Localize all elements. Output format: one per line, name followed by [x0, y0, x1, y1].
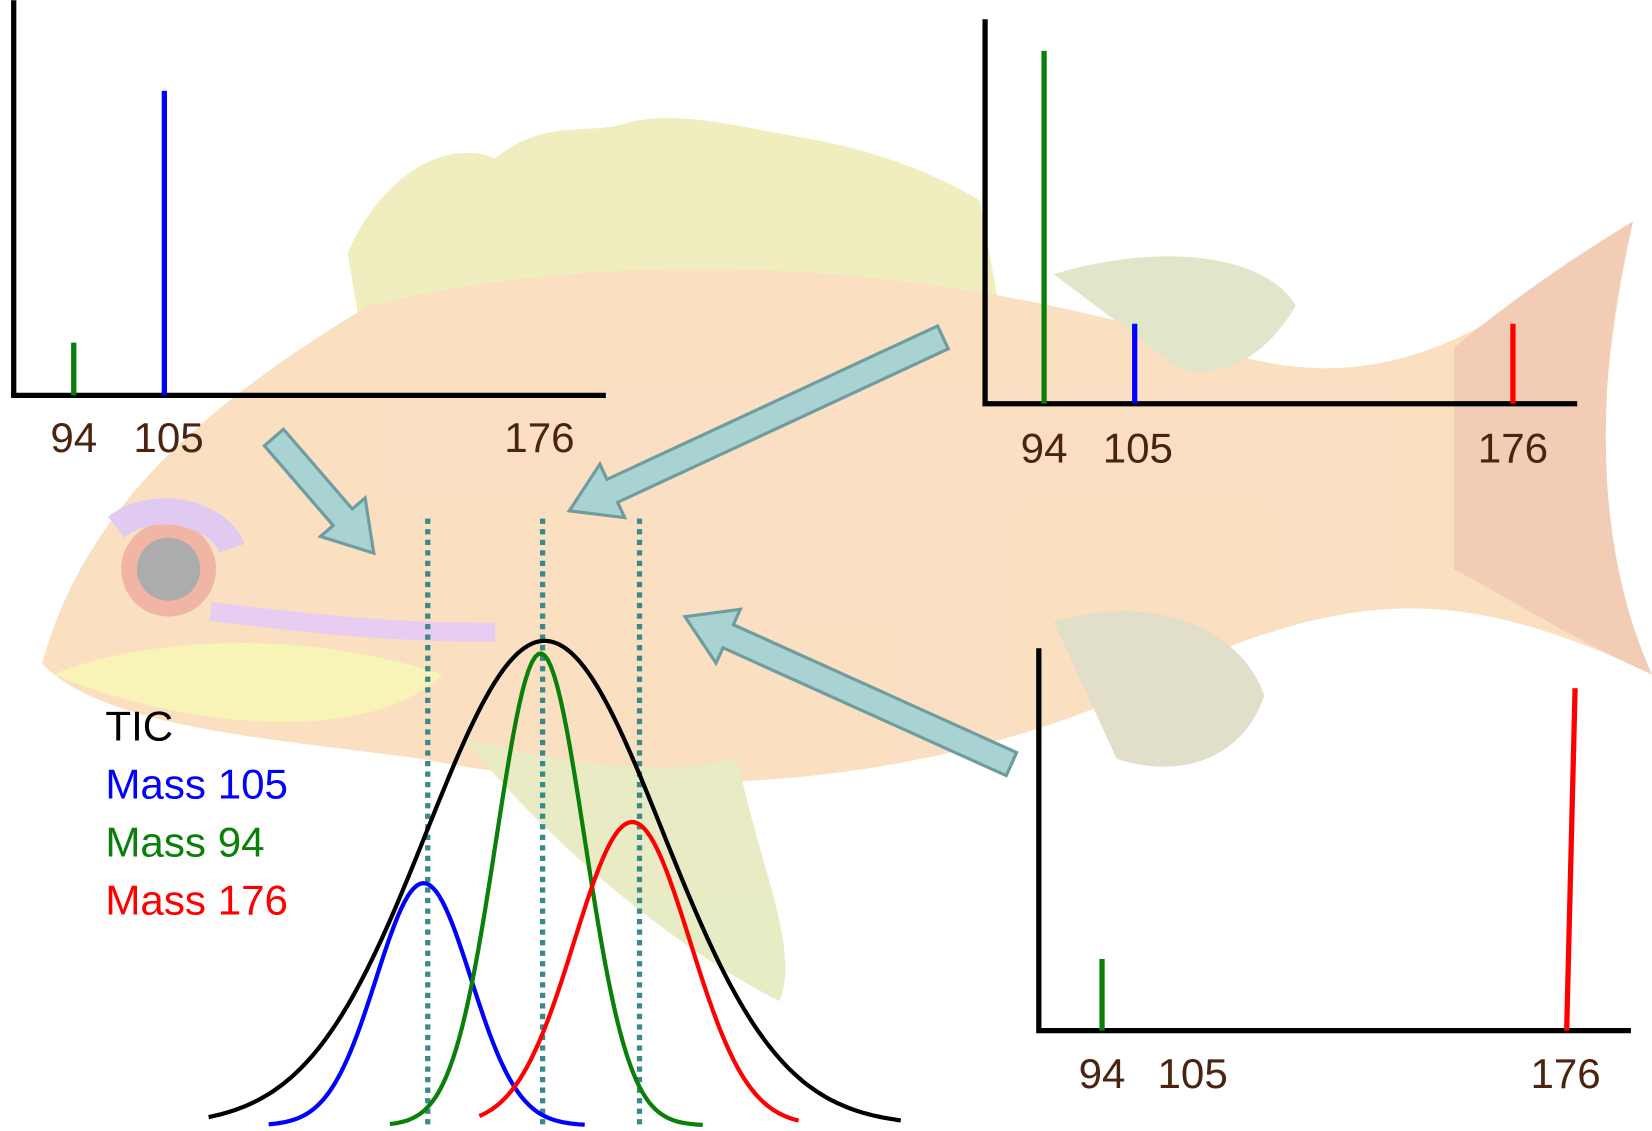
spectrum-3: 94 105 176	[1036, 648, 1631, 1097]
peak	[1564, 688, 1578, 1031]
legend-entry: Mass 176	[105, 876, 288, 923]
mass-label: 105	[1103, 424, 1173, 471]
curve	[389, 651, 703, 1128]
curve	[268, 881, 585, 1127]
mass-label: 176	[1478, 424, 1548, 471]
curve	[208, 638, 902, 1123]
fish-background	[42, 117, 1652, 1002]
axis	[1036, 648, 1631, 1034]
mass-label: 105	[133, 414, 203, 461]
mass-label: 105	[1157, 1050, 1227, 1097]
arrows	[262, 323, 1019, 778]
mass-label: 176	[1530, 1050, 1600, 1097]
arrow	[262, 427, 376, 556]
axis	[11, 0, 606, 398]
arrow	[566, 323, 951, 520]
arrow	[682, 607, 1019, 778]
legend-entry: TIC	[105, 702, 173, 749]
mass-label: 94	[1021, 424, 1068, 471]
mass-label: 94	[50, 414, 97, 461]
legend: TIC Mass 105 Mass 94 Mass 176	[105, 702, 288, 923]
legend-entry: Mass 94	[105, 818, 264, 865]
spectrum-1: 94 105 176	[11, 0, 606, 461]
axis	[982, 19, 1578, 407]
curve	[478, 819, 800, 1123]
legend-entry: Mass 105	[105, 760, 288, 807]
spectrum-2: 94 105 176	[982, 19, 1578, 471]
mass-label: 94	[1079, 1050, 1126, 1097]
mass-label: 176	[504, 414, 574, 461]
